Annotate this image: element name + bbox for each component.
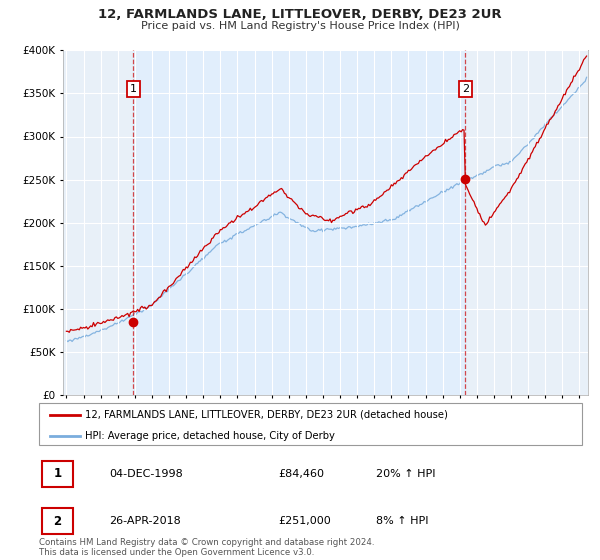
FancyBboxPatch shape <box>42 461 73 487</box>
Text: 20% ↑ HPI: 20% ↑ HPI <box>376 469 435 479</box>
FancyBboxPatch shape <box>39 403 582 445</box>
Text: Price paid vs. HM Land Registry's House Price Index (HPI): Price paid vs. HM Land Registry's House … <box>140 21 460 31</box>
Text: 2: 2 <box>461 84 469 94</box>
Bar <box>133 50 465 395</box>
Text: 1: 1 <box>53 467 62 480</box>
Text: £251,000: £251,000 <box>278 516 331 526</box>
Text: 12, FARMLANDS LANE, LITTLEOVER, DERBY, DE23 2UR (detached house): 12, FARMLANDS LANE, LITTLEOVER, DERBY, D… <box>85 410 448 420</box>
Text: Contains HM Land Registry data © Crown copyright and database right 2024.
This d: Contains HM Land Registry data © Crown c… <box>39 538 374 557</box>
Text: 04-DEC-1998: 04-DEC-1998 <box>110 469 184 479</box>
Text: 26-APR-2018: 26-APR-2018 <box>110 516 181 526</box>
Text: 12, FARMLANDS LANE, LITTLEOVER, DERBY, DE23 2UR: 12, FARMLANDS LANE, LITTLEOVER, DERBY, D… <box>98 8 502 21</box>
Text: HPI: Average price, detached house, City of Derby: HPI: Average price, detached house, City… <box>85 431 335 441</box>
Text: £84,460: £84,460 <box>278 469 324 479</box>
FancyBboxPatch shape <box>42 508 73 534</box>
Text: 2: 2 <box>53 515 62 528</box>
Text: 1: 1 <box>130 84 137 94</box>
Text: 8% ↑ HPI: 8% ↑ HPI <box>376 516 428 526</box>
